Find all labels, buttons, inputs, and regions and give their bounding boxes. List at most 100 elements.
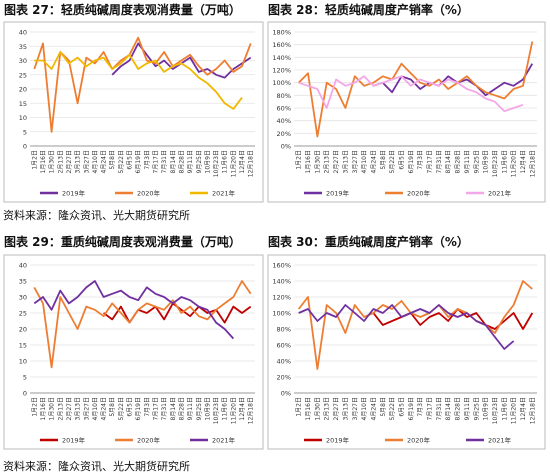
x-tick-label: 11月20日	[511, 397, 518, 424]
x-tick-label: 2月13日	[57, 150, 64, 173]
x-tick-label: 2月13日	[57, 397, 64, 420]
x-tick-label: 12月4日	[520, 397, 527, 420]
x-tick-label: 4月10日	[92, 397, 99, 420]
y-tick-label: 20%	[277, 130, 291, 138]
x-tick-label: 5月8日	[380, 397, 387, 417]
chart-title: 图表 29：重质纯碱周度表观消费量（万吨）	[4, 234, 241, 249]
x-tick-label: 12月4日	[239, 150, 246, 173]
x-tick-label: 3月13日	[75, 397, 82, 420]
series-line	[373, 63, 534, 97]
source-note: 资料来源：隆众资讯、光大期货研究所	[3, 459, 190, 473]
x-tick-label: 7月31日	[161, 150, 168, 173]
x-tick-label: 10月9日	[483, 150, 490, 173]
x-tick-label: 7月3日	[417, 397, 424, 417]
y-tick-label: 60%	[277, 342, 291, 350]
y-tick-label: 35	[19, 278, 27, 286]
x-tick-label: 6月19日	[408, 150, 415, 173]
series-line	[34, 51, 243, 110]
y-tick-label: 140%	[272, 278, 291, 286]
x-tick-label: 9月25日	[473, 397, 480, 420]
x-tick-label: 8月14日	[170, 397, 177, 420]
x-tick-label: 7月3日	[417, 150, 424, 170]
y-tick-label: 25	[19, 71, 27, 79]
x-tick-label: 7月17日	[427, 397, 434, 420]
x-tick-label: 4月10日	[92, 150, 99, 173]
chart-title: 图表 28：轻质纯碱周度产销率（%）	[268, 2, 469, 17]
chart-frame	[3, 254, 264, 450]
x-tick-label: 9月25日	[196, 397, 203, 420]
x-tick-label: 2月27日	[66, 397, 73, 420]
x-tick-label: 12月18日	[529, 397, 536, 424]
x-tick-label: 10月23日	[213, 397, 220, 424]
x-tick-label: 1月16日	[40, 150, 47, 173]
y-tick-label: 15	[19, 342, 27, 350]
x-tick-label: 5月22日	[118, 150, 125, 173]
x-tick-label: 1月16日	[305, 397, 312, 420]
series-line	[33, 280, 235, 340]
x-tick-label: 7月17日	[427, 150, 434, 173]
y-tick-label: 0%	[281, 390, 291, 398]
x-tick-label: 5月8日	[380, 150, 387, 170]
x-tick-label: 1月30日	[314, 397, 321, 420]
x-tick-label: 12月18日	[248, 150, 255, 177]
legend-label: 2021年	[488, 436, 512, 445]
y-tick-label: 0%	[281, 143, 291, 151]
x-tick-label: 1月30日	[49, 397, 56, 420]
chart-frame	[3, 21, 264, 203]
y-tick-label: 80%	[277, 326, 291, 334]
x-tick-label: 12月18日	[529, 150, 536, 177]
legend-label: 2019年	[326, 189, 350, 198]
x-tick-label: 11月6日	[501, 150, 508, 173]
y-tick-label: 20%	[277, 374, 291, 382]
x-tick-label: 10月9日	[204, 397, 211, 420]
x-tick-label: 5月8日	[109, 150, 116, 170]
y-tick-label: 120%	[272, 67, 291, 75]
x-tick-label: 6月19日	[135, 150, 142, 173]
x-tick-label: 11月6日	[501, 397, 508, 420]
x-tick-label: 11月6日	[222, 150, 229, 173]
x-tick-label: 8月14日	[170, 150, 177, 173]
x-tick-label: 4月10日	[361, 397, 368, 420]
x-tick-label: 6月5日	[127, 397, 134, 417]
y-tick-label: 60%	[277, 105, 291, 113]
y-tick-label: 15	[19, 100, 27, 108]
x-tick-label: 4月10日	[361, 150, 368, 173]
x-tick-label: 5月8日	[109, 397, 116, 417]
source-note: 资料来源：隆众资讯、光大期货研究所	[3, 208, 190, 222]
y-tick-label: 120%	[272, 294, 291, 302]
x-tick-label: 9月11日	[464, 150, 471, 173]
x-tick-label: 2月27日	[66, 150, 73, 173]
x-tick-label: 2月27日	[333, 397, 340, 420]
x-tick-label: 3月27日	[83, 397, 90, 420]
x-tick-label: 3月27日	[352, 397, 359, 420]
x-tick-label: 4月24日	[101, 397, 108, 420]
series-line	[298, 304, 515, 350]
x-tick-label: 11月6日	[222, 397, 229, 420]
series-line	[297, 280, 533, 370]
x-tick-label: 11月20日	[511, 150, 518, 177]
x-tick-label: 6月5日	[127, 150, 134, 170]
legend-label: 2021年	[212, 436, 236, 445]
x-tick-label: 3月27日	[352, 150, 359, 173]
y-tick-label: 40%	[277, 117, 291, 125]
y-tick-label: 30	[19, 294, 27, 302]
x-tick-label: 7月31日	[161, 397, 168, 420]
y-tick-label: 160%	[272, 41, 291, 49]
x-tick-label: 1月2日	[296, 397, 303, 417]
x-tick-label: 1月30日	[49, 150, 56, 173]
x-tick-label: 1月16日	[40, 397, 47, 420]
legend-label: 2020年	[407, 436, 431, 445]
y-tick-label: 20	[19, 326, 27, 334]
x-tick-label: 8月14日	[445, 397, 452, 420]
x-tick-label: 10月23日	[492, 397, 499, 424]
y-tick-label: 180%	[272, 29, 291, 37]
x-tick-label: 8月28日	[455, 397, 462, 420]
series-line	[33, 36, 252, 133]
x-tick-label: 1月30日	[314, 150, 321, 173]
x-tick-label: 7月3日	[144, 150, 151, 170]
x-tick-label: 8月28日	[178, 150, 185, 173]
x-tick-label: 9月11日	[187, 150, 194, 173]
y-tick-label: 10	[19, 358, 27, 366]
series-line	[33, 280, 252, 369]
